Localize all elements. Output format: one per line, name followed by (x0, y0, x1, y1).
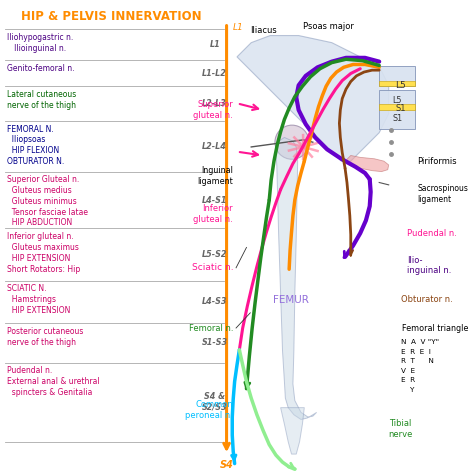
Text: Superior Gluteal n.
  Gluteus medius
  Gluteus minimus
  Tensor fasciae latae
  : Superior Gluteal n. Gluteus medius Glute… (7, 175, 88, 228)
Text: Y: Y (401, 387, 414, 392)
Text: Femoral n.: Femoral n. (189, 324, 233, 332)
Text: Superior
gluteal n.: Superior gluteal n. (193, 100, 233, 120)
Text: Pudendal n.
External anal & urethral
  spincters & Genitalia: Pudendal n. External anal & urethral spi… (7, 366, 100, 397)
Text: SCIATIC N.
  Hamstrings
  HIP EXTENSION: SCIATIC N. Hamstrings HIP EXTENSION (7, 284, 71, 315)
Text: HIP & PELVIS INNERVATION: HIP & PELVIS INNERVATION (21, 10, 202, 23)
Text: L5-S2: L5-S2 (202, 250, 228, 259)
Text: S1: S1 (392, 115, 402, 123)
Text: E  R  E  I: E R E I (401, 349, 430, 355)
Text: R  T      N: R T N (401, 358, 433, 364)
Text: FEMORAL N.
  Iliopsoas
  HIP FLEXION
OBTURATOR N.: FEMORAL N. Iliopsoas HIP FLEXION OBTURAT… (7, 125, 64, 166)
Text: N  A  V "Y": N A V "Y" (401, 339, 438, 345)
Text: Femoral triangle: Femoral triangle (402, 324, 468, 332)
Text: Inguinal
ligament: Inguinal ligament (198, 166, 233, 186)
Text: S4: S4 (219, 460, 234, 470)
Text: E  R: E R (401, 377, 415, 383)
Text: Ilio-
inguinal n.: Ilio- inguinal n. (407, 255, 451, 275)
Ellipse shape (275, 125, 309, 159)
Text: Piriformis: Piriformis (417, 157, 457, 165)
Text: Lateral cutaneous
nerve of the thigh: Lateral cutaneous nerve of the thigh (7, 90, 76, 110)
Text: L1: L1 (210, 40, 220, 49)
Text: Pudendal n.: Pudendal n. (407, 229, 456, 237)
Text: L5: L5 (395, 81, 406, 90)
Text: Inferior
gluteal n.: Inferior gluteal n. (193, 204, 233, 224)
Text: Common
peroneal n.: Common peroneal n. (185, 400, 233, 420)
Text: Iliohypogastric n.
   Ilioinguinal n.: Iliohypogastric n. Ilioinguinal n. (7, 33, 73, 53)
Text: L2-L3: L2-L3 (202, 99, 227, 108)
Polygon shape (237, 36, 389, 161)
Text: Obturator n.: Obturator n. (401, 295, 452, 304)
Bar (379, 81, 415, 86)
Text: Sciatic n.: Sciatic n. (191, 264, 233, 272)
Text: Sacrospinous
ligament: Sacrospinous ligament (417, 184, 468, 204)
Bar (379, 109, 415, 129)
Text: L1-L2: L1-L2 (202, 69, 227, 78)
Polygon shape (276, 137, 317, 419)
Text: S1: S1 (395, 104, 406, 112)
Text: L2-L4: L2-L4 (202, 142, 227, 151)
Polygon shape (346, 155, 389, 172)
Bar (379, 104, 415, 110)
Text: Psoas major: Psoas major (303, 22, 354, 30)
Text: Genito-femoral n.: Genito-femoral n. (7, 64, 74, 73)
Text: Tibial
nerve: Tibial nerve (389, 419, 413, 439)
Text: FEMUR: FEMUR (273, 294, 309, 305)
Text: L5: L5 (392, 96, 402, 104)
Text: Iliacus: Iliacus (250, 27, 276, 35)
Text: Posterior cutaneous
nerve of the thigh: Posterior cutaneous nerve of the thigh (7, 327, 83, 347)
Bar (379, 66, 415, 86)
Text: Inferior gluteal n.
  Gluteus maximus
  HIP EXTENSION
Short Rotators: Hip: Inferior gluteal n. Gluteus maximus HIP … (7, 232, 81, 273)
Text: L1: L1 (232, 23, 243, 32)
Text: L4-S3: L4-S3 (202, 298, 228, 306)
Text: S4 &
S2/S3: S4 & S2/S3 (202, 392, 228, 412)
Text: V  E: V E (401, 368, 415, 374)
Text: L4-S1: L4-S1 (202, 196, 228, 204)
Polygon shape (281, 408, 304, 454)
Bar (379, 90, 415, 110)
Text: S1-S3: S1-S3 (201, 338, 228, 347)
